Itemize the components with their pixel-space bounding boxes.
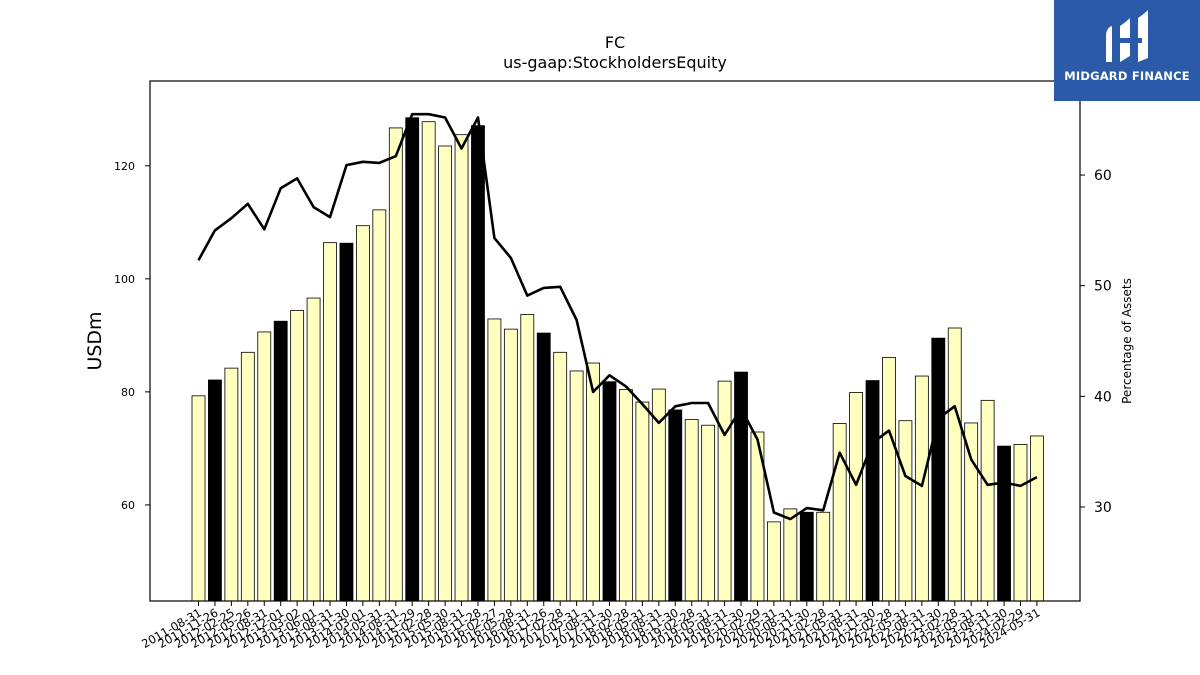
bar — [767, 521, 781, 602]
y-tick-label: 80 — [121, 386, 135, 399]
line-layer — [197, 112, 1038, 521]
bar — [1013, 444, 1028, 602]
bar — [520, 314, 535, 602]
brand-name: MIDGARD FINANCE — [1064, 69, 1190, 83]
bar — [651, 388, 666, 602]
brand-logo: MIDGARD FINANCE — [1054, 0, 1200, 101]
bar — [257, 331, 272, 602]
y2-tick-label: 50 — [1094, 279, 1112, 295]
y2-tick-label: 30 — [1094, 500, 1112, 516]
bar — [849, 392, 863, 602]
bar — [947, 327, 962, 602]
chart-subtitle: us-gaap:StockholdersEquity — [503, 53, 727, 72]
y-axis-label: USDm — [84, 311, 106, 370]
chart-title: FC — [605, 33, 625, 52]
bar — [454, 134, 469, 602]
bar — [405, 117, 420, 602]
bar — [816, 511, 831, 602]
series-line — [197, 112, 1038, 521]
bar — [421, 121, 436, 602]
bar — [372, 209, 387, 602]
plot-frame — [149, 80, 1081, 602]
bar — [898, 420, 913, 602]
y2-axis-label: Percentage of Assets — [1120, 278, 1134, 404]
bar — [1030, 435, 1044, 602]
bar — [997, 445, 1011, 602]
bar — [931, 337, 946, 602]
bar — [273, 320, 288, 602]
bar — [914, 375, 929, 602]
bar — [388, 127, 403, 602]
y2-tick-label: 60 — [1094, 168, 1112, 184]
bar — [717, 380, 732, 602]
bar — [964, 422, 979, 602]
bar — [224, 367, 239, 602]
bar — [536, 332, 551, 602]
bar — [553, 351, 568, 602]
y-tick-label: 60 — [121, 499, 135, 512]
bar — [503, 328, 518, 602]
bar — [355, 225, 370, 602]
bar — [635, 401, 650, 602]
bar — [602, 381, 617, 602]
bar — [191, 395, 206, 602]
bar — [668, 409, 683, 602]
bar — [619, 389, 633, 602]
bar — [684, 419, 699, 602]
bar — [290, 310, 305, 602]
bar — [783, 508, 798, 602]
bar — [339, 242, 354, 602]
bar — [569, 370, 584, 602]
bar — [306, 297, 321, 602]
bar — [487, 318, 502, 602]
axes-layer: 6080100120304050602011-08-312011-11-2620… — [114, 160, 1112, 651]
bar — [882, 356, 896, 602]
bar — [208, 379, 222, 602]
bar — [799, 511, 814, 602]
bar — [323, 242, 337, 602]
bar — [438, 145, 453, 602]
bar — [586, 362, 600, 602]
bar — [701, 424, 716, 602]
bar — [734, 371, 748, 602]
bar — [832, 423, 847, 602]
y-tick-label: 120 — [114, 160, 135, 173]
bar — [865, 380, 880, 602]
bar — [471, 125, 485, 602]
bar — [240, 351, 255, 602]
bar — [980, 399, 995, 602]
bars-layer — [191, 117, 1044, 602]
y-tick-label: 100 — [114, 273, 135, 286]
y2-tick-label: 40 — [1094, 389, 1112, 405]
logo-mark-icon — [1106, 10, 1148, 62]
